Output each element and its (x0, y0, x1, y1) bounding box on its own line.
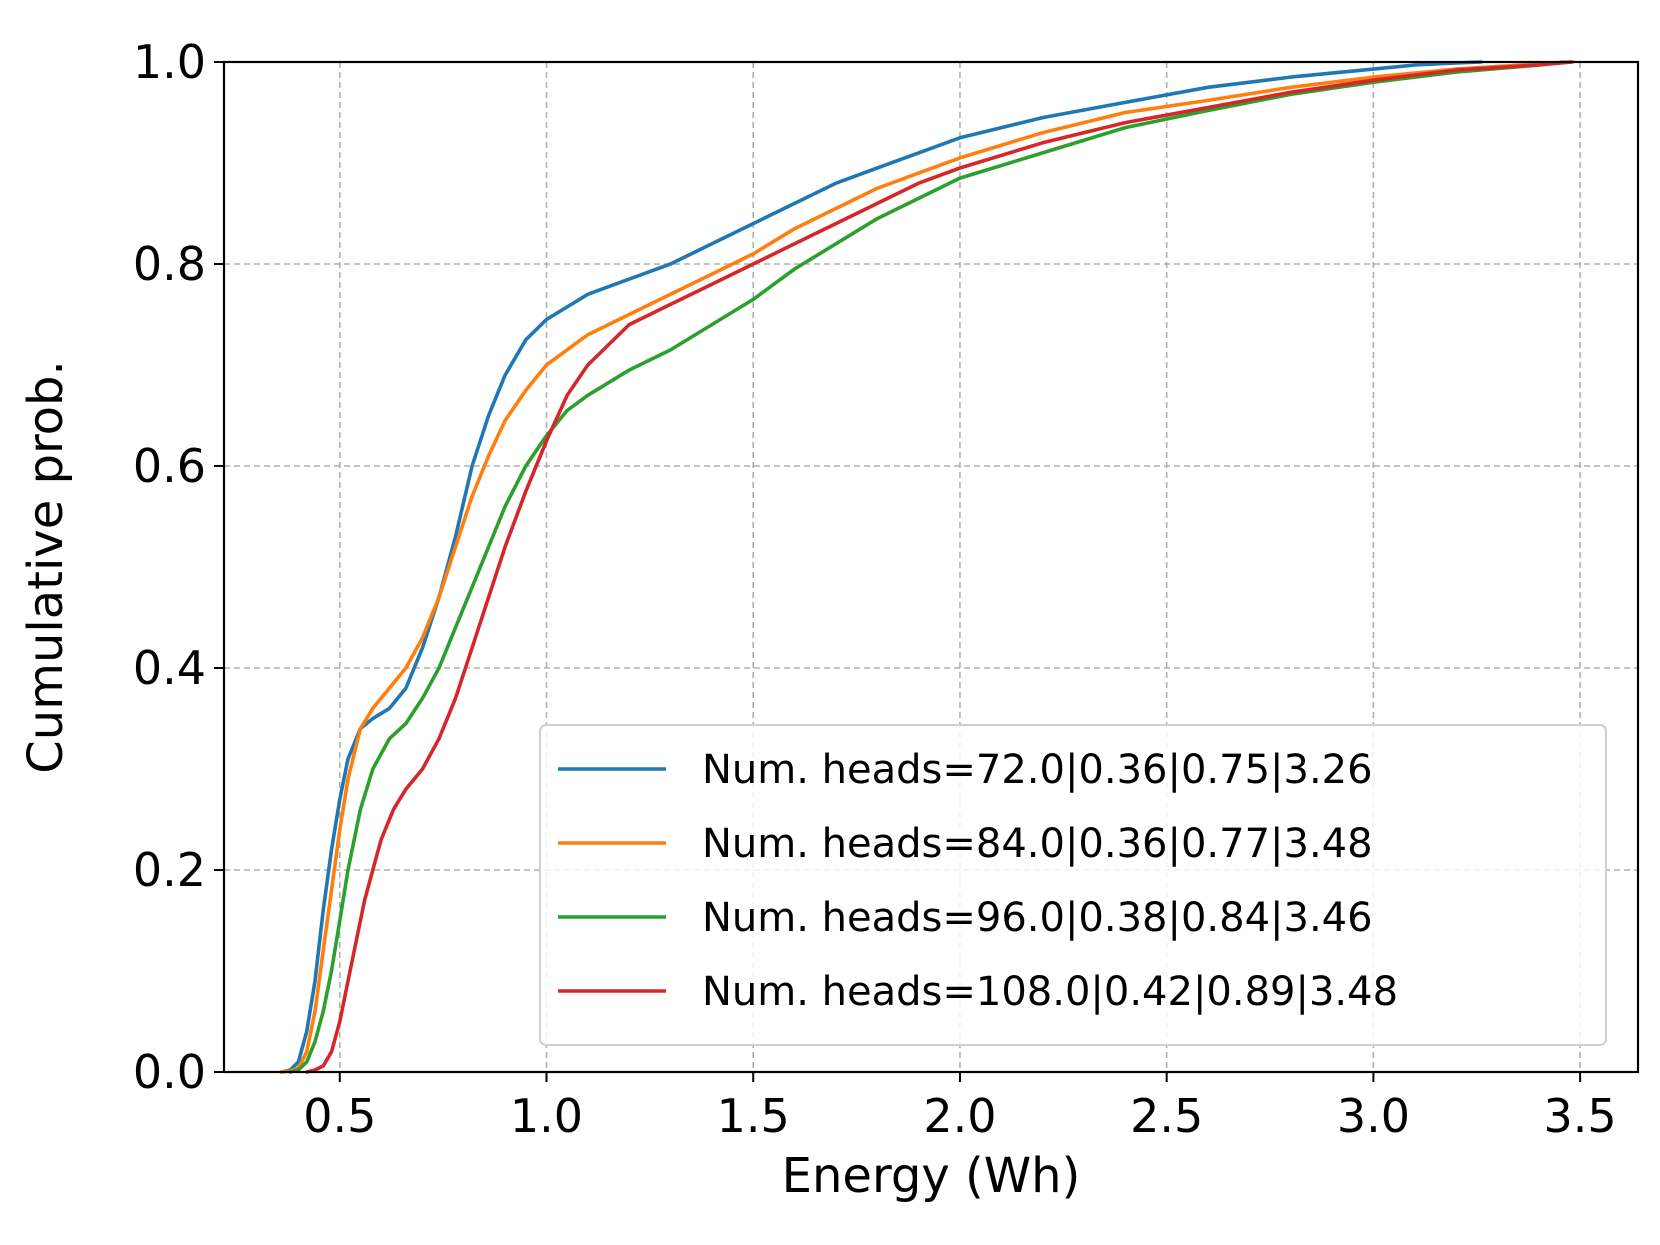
x-tick-label-0: 0.5 (303, 1089, 376, 1143)
y-tick-label-5: 1.0 (133, 35, 206, 89)
x-tick-label-1: 1.0 (510, 1089, 583, 1143)
series-line-0 (280, 60, 1483, 1074)
legend-label-1: Num. heads=84.0|0.36|0.77|3.48 (702, 821, 1373, 867)
series-line-3 (304, 60, 1574, 1074)
y-tick-label-4: 0.8 (133, 237, 206, 291)
x-axis-title: Energy (Wh) (782, 1148, 1081, 1204)
y-tick-label-2: 0.4 (133, 641, 206, 695)
series-lines (280, 60, 1574, 1074)
x-tick-label-3: 2.0 (923, 1089, 996, 1143)
y-axis-title: Cumulative prob. (18, 360, 74, 773)
legend-label-3: Num. heads=108.0|0.42|0.89|3.48 (702, 969, 1398, 1015)
y-tick-label-0: 0.0 (133, 1045, 206, 1099)
x-tick-label-4: 2.5 (1130, 1089, 1203, 1143)
series-line-1 (280, 60, 1574, 1074)
plot-frame (222, 60, 1640, 1074)
legend-label-2: Num. heads=96.0|0.38|0.84|3.46 (702, 895, 1373, 941)
legend: Num. heads=72.0|0.36|0.75|3.26 Num. heads… (539, 724, 1607, 1046)
legend-box (539, 724, 1607, 1046)
axis-ticks: 0.5 1.0 1.5 2.0 2.5 3.0 3.5 0.0 0.2 0.4 0.6 0.8 1.0 (133, 35, 1617, 1143)
y-tick-label-3: 0.6 (133, 439, 206, 493)
legend-label-0: Num. heads=72.0|0.36|0.75|3.26 (702, 747, 1373, 793)
y-tick-label-1: 0.2 (133, 843, 206, 897)
series-line-2 (288, 60, 1566, 1074)
x-tick-label-2: 1.5 (717, 1089, 790, 1143)
x-tick-label-6: 3.5 (1544, 1089, 1617, 1143)
x-tick-label-5: 3.0 (1337, 1089, 1410, 1143)
